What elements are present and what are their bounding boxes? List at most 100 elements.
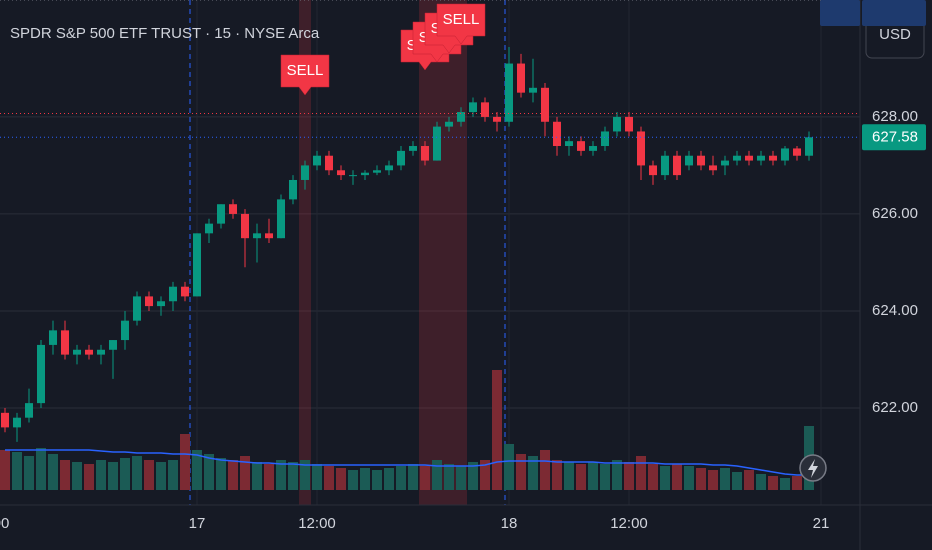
volume-bar — [336, 468, 346, 490]
low-value-box — [862, 0, 926, 26]
candle-body — [217, 204, 225, 224]
candle-body — [181, 286, 189, 297]
candle-body — [97, 349, 105, 355]
candle-body — [433, 126, 441, 161]
candle-body — [637, 131, 645, 166]
alert-icon-bolt — [808, 459, 818, 478]
volume-bar — [660, 466, 670, 490]
volume-bar — [708, 470, 718, 490]
volume-bar — [792, 476, 802, 490]
volume-bar — [696, 468, 706, 490]
candle-body — [253, 233, 261, 239]
volume-bar — [60, 460, 70, 490]
sell-label: SELL — [287, 62, 324, 79]
volume-bar — [768, 476, 778, 490]
price-lines — [0, 0, 860, 138]
candle-body — [805, 137, 813, 156]
candle-body — [697, 155, 705, 166]
volume-bar — [504, 444, 514, 490]
volume-bar — [492, 370, 502, 490]
volume-bar — [24, 456, 34, 490]
volume-bar — [108, 462, 118, 490]
candle-body — [373, 170, 381, 173]
candle-body — [421, 146, 429, 161]
sell-marker — [436, 3, 486, 45]
candle-body — [193, 233, 201, 297]
x-tick-label: 18 — [501, 515, 518, 532]
volume-bar — [204, 454, 214, 490]
signal-band — [299, 0, 311, 505]
y-tick-label: 628.00 — [872, 108, 918, 125]
candle-body — [289, 179, 297, 200]
volume-bar — [384, 468, 394, 490]
volume-bar — [240, 456, 250, 490]
volume-bar — [420, 466, 430, 490]
grid — [0, 0, 860, 505]
volume-bar — [732, 472, 742, 490]
x-tick-label: 12:00 — [298, 515, 336, 532]
candle-body — [721, 160, 729, 166]
candle-body — [769, 155, 777, 161]
candle-body — [793, 148, 801, 156]
volume-bar — [156, 462, 166, 490]
candle-body — [301, 165, 309, 180]
signal-band — [431, 0, 443, 505]
sell-label: SELL — [443, 11, 480, 28]
y-tick-label: 622.00 — [872, 399, 918, 416]
volume-bar — [780, 478, 790, 490]
candle-body — [337, 170, 345, 176]
volume-bar — [228, 460, 238, 490]
x-tick-label: 12:00 — [610, 515, 648, 532]
volume-bar — [552, 460, 562, 490]
candle-body — [229, 204, 237, 214]
sell-marker — [280, 54, 330, 96]
volume-bar — [36, 448, 46, 490]
volume-bar — [72, 462, 82, 490]
signal-bands — [299, 0, 467, 505]
signals: SELLSELLSELLSELLSELL — [280, 3, 486, 96]
candle-body — [589, 146, 597, 151]
chart-title: SPDR S&P 500 ETF TRUST · 15 · NYSE Arca — [10, 25, 320, 42]
volume-pane — [0, 370, 814, 490]
volume-bar — [324, 466, 334, 490]
candle-body — [709, 165, 717, 171]
candle-body — [685, 155, 693, 166]
volume-bar — [96, 460, 106, 490]
candle-body — [13, 417, 21, 428]
volume-bar — [720, 468, 730, 490]
candle-body — [649, 165, 657, 176]
y-tick-label: 626.00 — [872, 205, 918, 222]
signal-band — [455, 0, 467, 505]
volume-bar — [144, 460, 154, 490]
candle-body — [397, 150, 405, 166]
candle-body — [565, 141, 573, 147]
candle-body — [733, 155, 741, 161]
candle-body — [325, 155, 333, 171]
last-price-box — [862, 124, 926, 151]
candle-body — [577, 141, 585, 151]
volume-bar — [120, 458, 130, 490]
candle-body — [241, 213, 249, 239]
candle-body — [49, 330, 57, 345]
volume-bar — [372, 470, 382, 490]
volume-bar — [276, 460, 286, 490]
candle-body — [445, 121, 453, 127]
currency[interactable]: USD — [879, 26, 911, 43]
candle-body — [109, 340, 117, 350]
candle-body — [469, 102, 477, 113]
axes: 622.00 624.00 626.00 628.00 12:00 17 12:00 18 12… — [0, 0, 926, 532]
candle-body — [661, 155, 669, 176]
last-price: 627.58 — [872, 128, 918, 145]
volume-bar — [528, 456, 538, 490]
candle-body — [745, 155, 753, 161]
volume-bar — [612, 460, 622, 490]
volume-bar — [684, 466, 694, 490]
volume-bar — [288, 462, 298, 490]
volume-bar — [216, 458, 226, 490]
candle-body — [493, 116, 501, 122]
volume-bar — [624, 462, 634, 490]
candle-body — [409, 146, 417, 151]
volume-bar — [468, 462, 478, 490]
y-tick-label: 624.00 — [872, 302, 918, 319]
